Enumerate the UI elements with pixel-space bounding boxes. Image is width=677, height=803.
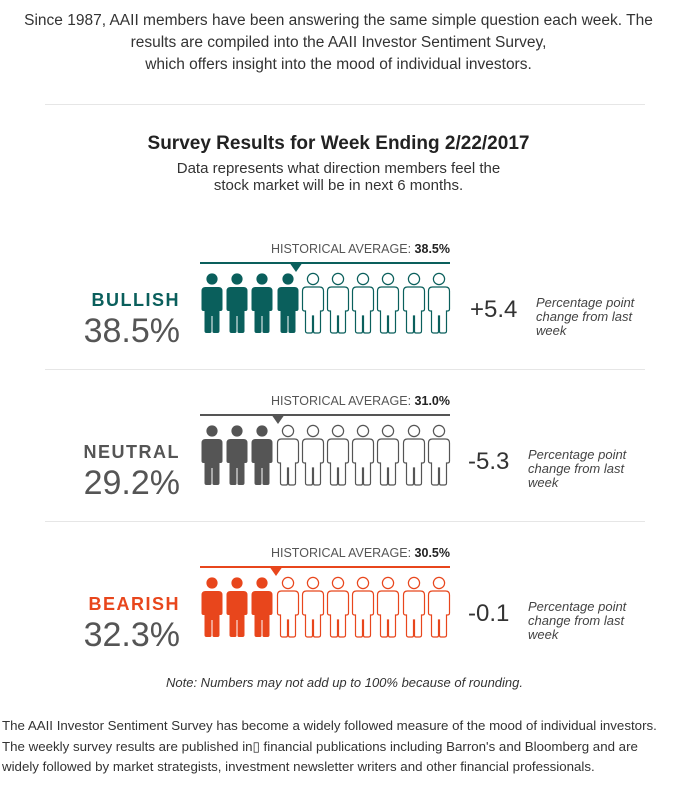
person-filled-icon [225,576,249,638]
person-filled-icon [250,424,274,486]
intro-text: Since 1987, AAII members have been answe… [0,10,677,76]
divider-1 [45,369,645,370]
change-value: -5.3 [468,448,510,475]
sentiment-percent: 38.5% [83,312,180,350]
change-note: Percentage point change from last week [528,447,627,490]
historical-average-prefix: HISTORICAL AVERAGE: [270,394,412,408]
person-outline-icon [402,272,426,334]
person-filled-icon [276,272,300,334]
person-filled-icon [200,272,224,334]
person-filled-icon [225,424,249,486]
historical-average-line [200,262,450,264]
person-filled-icon [200,424,224,486]
historical-average-marker [269,566,284,576]
person-outline-icon [427,424,451,486]
historical-average-label: HISTORICAL AVERAGE: 30.5% [271,546,450,560]
historical-average-value: 38.5% [414,242,450,256]
divider-top [45,104,645,105]
historical-average-prefix: HISTORICAL AVERAGE: [270,242,412,256]
change-value: +5.4 [470,296,518,323]
divider-2 [45,521,645,522]
person-outline-icon [326,576,350,638]
person-outline-icon [276,424,300,486]
person-outline-icon [351,576,375,638]
survey-subtitle-line-2: stock market will be in next 6 months. [213,177,464,194]
survey-subtitle-line-1: Data represents what direction members f… [176,160,501,177]
person-outline-icon [427,576,451,638]
person-outline-icon [276,576,300,638]
person-outline-icon [301,576,325,638]
sentiment-label: BULLISH [91,290,180,310]
historical-average-label: HISTORICAL AVERAGE: 38.5% [271,242,450,256]
change-note: Percentage point change from last week [536,295,635,338]
person-outline-icon [427,272,451,334]
historical-average-line [200,566,450,568]
historical-average-marker [270,414,285,424]
historical-average-line [200,414,450,416]
person-outline-icon [402,576,426,638]
intro-line-1: Since 1987, AAII members have been answe… [24,12,653,29]
historical-average-prefix: HISTORICAL AVERAGE: [270,546,412,560]
intro-line-2: results are compiled into the AAII Inves… [130,34,547,51]
section-bullish: HISTORICAL AVERAGE: 38.5% BULLISH 38.5% … [0,242,677,392]
section-bearish: HISTORICAL AVERAGE: 30.5% BEARISH 32.3% … [0,546,677,696]
person-outline-icon [326,424,350,486]
person-outline-icon [376,272,400,334]
change-note: Percentage point change from last week [528,599,627,642]
historical-average-marker [289,262,304,272]
intro-line-3: which offers insight into the mood of in… [145,56,532,73]
person-outline-icon [301,272,325,334]
person-outline-icon [351,272,375,334]
historical-average-value: 31.0% [414,394,450,408]
sentiment-label: NEUTRAL [83,442,180,462]
person-outline-icon [376,424,400,486]
sentiment-percent: 29.2% [83,464,180,502]
section-neutral: HISTORICAL AVERAGE: 31.0% NEUTRAL 29.2% … [0,394,677,544]
person-filled-icon [200,576,224,638]
person-outline-icon [376,576,400,638]
survey-subtitle: Data represents what direction members f… [0,160,677,194]
change-value: -0.1 [468,600,510,627]
person-filled-icon [225,272,249,334]
historical-average-value: 30.5% [414,546,450,560]
survey-title: Survey Results for Week Ending 2/22/2017 [147,133,530,154]
person-outline-icon [402,424,426,486]
person-outline-icon [351,424,375,486]
person-filled-icon [250,576,274,638]
sentiment-label: BEARISH [88,594,180,614]
footer-text: The AAII Investor Sentiment Survey has b… [2,718,657,775]
person-filled-icon [250,272,274,334]
historical-average-label: HISTORICAL AVERAGE: 31.0% [271,394,450,408]
sentiment-percent: 32.3% [83,616,180,654]
person-outline-icon [326,272,350,334]
person-outline-icon [301,424,325,486]
rounding-note: Note: Numbers may not add up to 100% bec… [166,675,523,690]
